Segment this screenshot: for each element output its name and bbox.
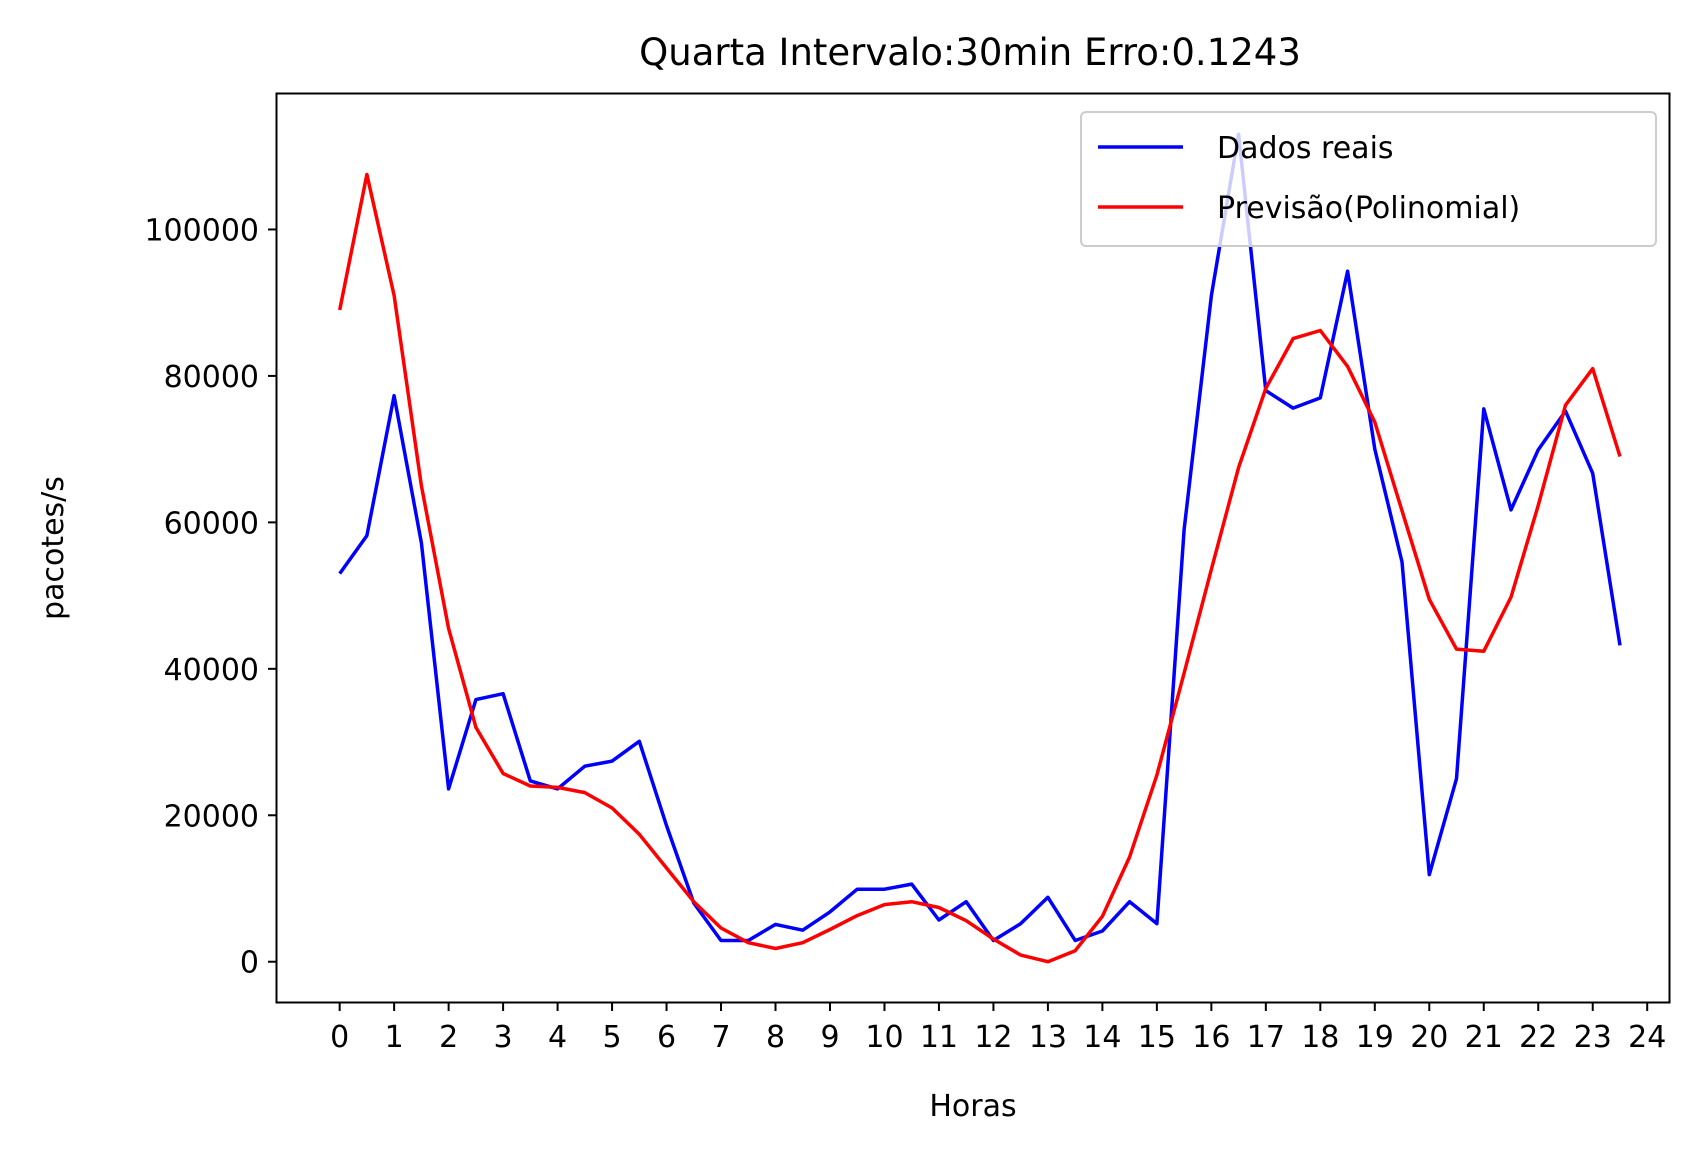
x-tick-label: 13 [1029, 1020, 1067, 1055]
x-tick-label: 18 [1301, 1020, 1339, 1055]
x-tick-label: 3 [494, 1020, 513, 1055]
x-tick-label: 15 [1138, 1020, 1176, 1055]
chart-title: Quarta Intervalo:30min Erro:0.1243 [639, 31, 1301, 74]
legend-label-dados-reais: Dados reais [1217, 131, 1394, 166]
series-line-previsao [337, 172, 1622, 964]
x-tick-label: 17 [1247, 1020, 1285, 1055]
y-tick-label: 60000 [164, 506, 259, 541]
x-tick-label: 23 [1574, 1020, 1612, 1055]
x-axis-ticks: 0 1 2 3 4 5 6 7 8 9 10 11 12 13 14 15 16 17 18 19 20 21 22 23 24 [330, 1002, 1666, 1055]
x-tick-label: 8 [766, 1020, 785, 1055]
y-tick-label: 40000 [164, 653, 259, 688]
y-tick-label: 100000 [144, 213, 259, 248]
y-axis-ticks: 0 20000 40000 60000 80000 100000 [144, 213, 277, 981]
x-tick-label: 14 [1083, 1020, 1121, 1055]
x-tick-label: 0 [330, 1020, 349, 1055]
legend: Dados reais Previsão(Polinomial) [1080, 111, 1657, 247]
legend-label-previsao: Previsão(Polinomial) [1217, 191, 1520, 226]
plot-lines [337, 132, 1622, 964]
plot-frame [275, 92, 1671, 1004]
x-tick-label: 7 [711, 1020, 730, 1055]
x-tick-label: 22 [1519, 1020, 1557, 1055]
x-tick-label: 10 [865, 1020, 903, 1055]
x-tick-label: 24 [1628, 1020, 1666, 1055]
x-tick-label: 6 [657, 1020, 676, 1055]
x-tick-label: 20 [1410, 1020, 1448, 1055]
x-tick-label: 11 [920, 1020, 958, 1055]
x-tick-label: 2 [439, 1020, 458, 1055]
y-tick-label: 20000 [164, 799, 259, 834]
y-tick-label: 0 [240, 946, 259, 981]
x-axis-title: Horas [929, 1089, 1016, 1124]
x-tick-label: 5 [603, 1020, 622, 1055]
x-tick-label: 16 [1192, 1020, 1230, 1055]
x-tick-label: 9 [820, 1020, 839, 1055]
y-tick-label: 80000 [164, 360, 259, 395]
legend-box [1080, 111, 1657, 247]
x-tick-label: 4 [548, 1020, 567, 1055]
x-tick-label: 19 [1356, 1020, 1394, 1055]
x-tick-label: 21 [1465, 1020, 1503, 1055]
x-tick-label: 1 [385, 1020, 404, 1055]
x-tick-label: 12 [974, 1020, 1012, 1055]
y-axis-title: pacotes/s [36, 476, 71, 620]
